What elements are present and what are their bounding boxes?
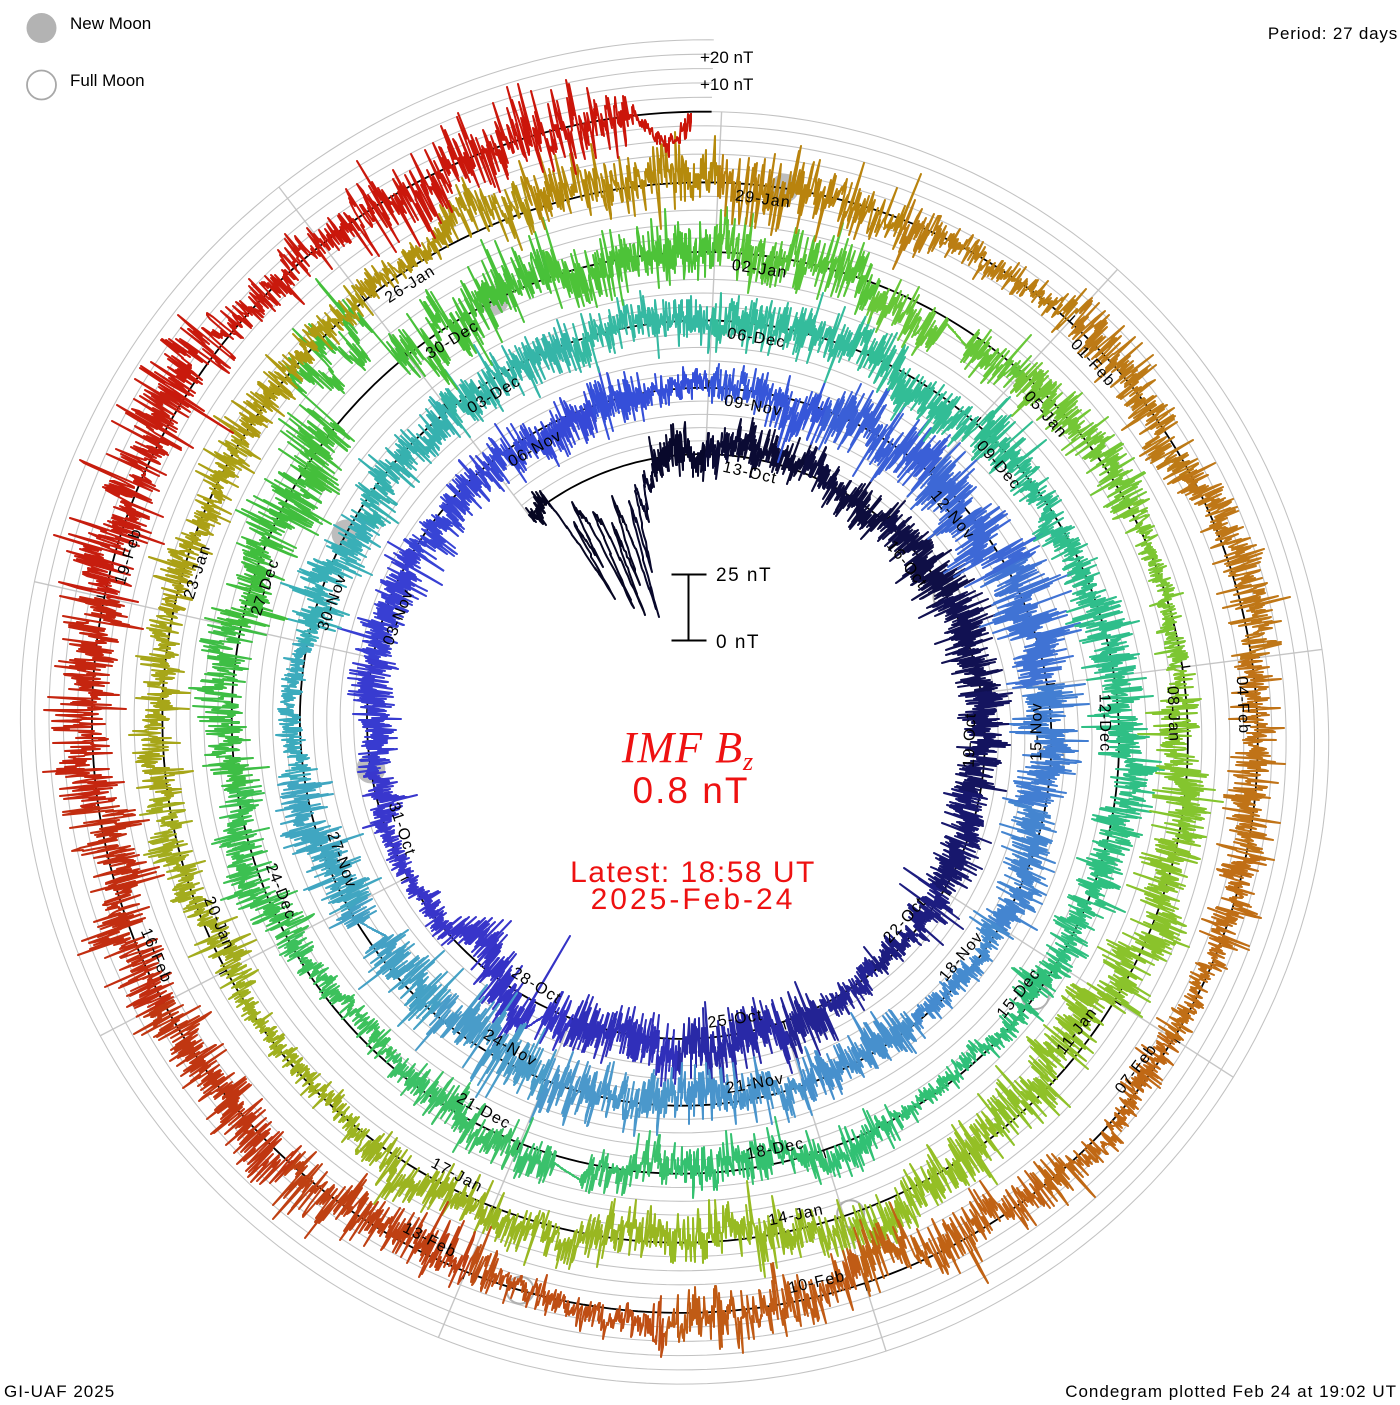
svg-text:Condegram plotted Feb 24 at 19: Condegram plotted Feb 24 at 19:02 UT bbox=[1065, 1382, 1397, 1400]
svg-text:0.8 nT: 0.8 nT bbox=[633, 770, 750, 811]
svg-text:GI-UAF 2025: GI-UAF 2025 bbox=[4, 1382, 115, 1400]
svg-text:+20 nT: +20 nT bbox=[700, 48, 753, 67]
svg-text:IMF Bz: IMF Bz bbox=[621, 723, 754, 776]
svg-text:19-Oct: 19-Oct bbox=[961, 712, 980, 768]
svg-text:New Moon: New Moon bbox=[70, 14, 151, 33]
svg-text:Period: 27 days: Period: 27 days bbox=[1268, 24, 1398, 43]
svg-text:08-Jan: 08-Jan bbox=[1164, 686, 1183, 743]
svg-text:Full Moon: Full Moon bbox=[70, 71, 145, 90]
svg-text:Latest: 18:58 UT: Latest: 18:58 UT bbox=[570, 856, 816, 889]
svg-text:0 nT: 0 nT bbox=[716, 632, 760, 653]
svg-text:15-Nov: 15-Nov bbox=[1028, 702, 1045, 761]
svg-text:25 nT: 25 nT bbox=[716, 565, 772, 586]
svg-text:12-Dec: 12-Dec bbox=[1095, 693, 1113, 752]
svg-text:2025-Feb-24: 2025-Feb-24 bbox=[591, 883, 796, 916]
svg-text:04-Feb: 04-Feb bbox=[1233, 676, 1253, 735]
svg-text:+10 nT: +10 nT bbox=[700, 75, 753, 94]
